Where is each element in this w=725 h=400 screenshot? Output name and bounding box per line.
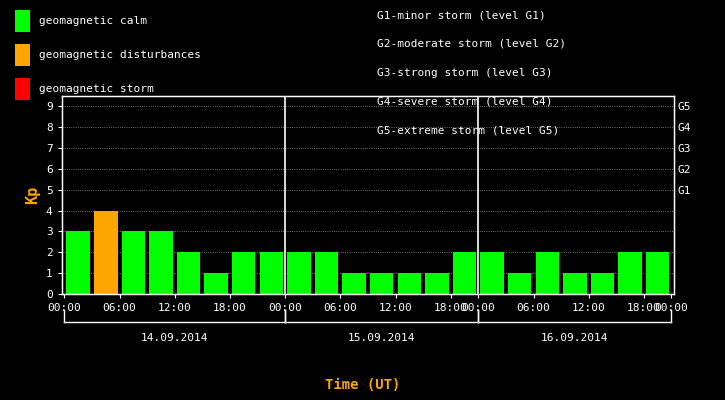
Bar [315,252,339,294]
Bar [591,273,614,294]
Bar [397,273,421,294]
Bar [481,252,504,294]
Text: G1-minor storm (level G1): G1-minor storm (level G1) [377,10,546,20]
Bar [425,273,449,294]
Bar [508,273,531,294]
Text: 14.09.2014: 14.09.2014 [141,333,209,343]
Bar [149,232,173,294]
Bar [646,252,669,294]
Bar [536,252,559,294]
Text: G4-severe storm (level G4): G4-severe storm (level G4) [377,96,552,106]
Text: Time (UT): Time (UT) [325,378,400,392]
Y-axis label: Kp: Kp [25,186,41,204]
Bar [563,273,587,294]
Text: G3-strong storm (level G3): G3-strong storm (level G3) [377,68,552,78]
Text: geomagnetic disturbances: geomagnetic disturbances [39,50,201,60]
Bar [370,273,394,294]
Text: G5-extreme storm (level G5): G5-extreme storm (level G5) [377,125,559,135]
Bar [67,232,90,294]
Bar [260,252,283,294]
Text: geomagnetic calm: geomagnetic calm [39,16,147,26]
Text: geomagnetic storm: geomagnetic storm [39,84,154,94]
Text: G2-moderate storm (level G2): G2-moderate storm (level G2) [377,39,566,49]
Bar [287,252,311,294]
Bar [342,273,366,294]
Bar [94,211,117,294]
Bar [618,252,642,294]
Bar [177,252,200,294]
Text: 15.09.2014: 15.09.2014 [348,333,415,343]
Bar [204,273,228,294]
Bar [232,252,255,294]
Bar [453,252,476,294]
Text: 16.09.2014: 16.09.2014 [541,333,609,343]
Bar [122,232,145,294]
